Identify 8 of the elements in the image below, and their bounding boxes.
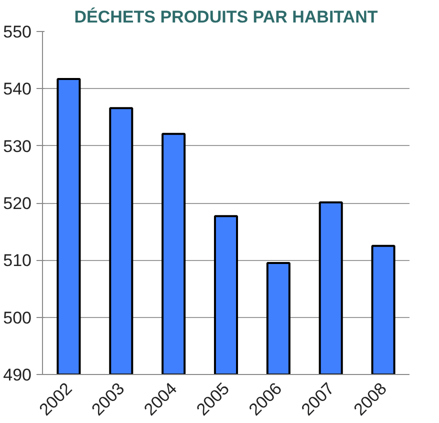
y-tick-label: 540 — [3, 80, 32, 99]
y-tick-label: 550 — [3, 22, 32, 42]
chart-title: DÉCHETS PRODUITS PAR HABITANT — [74, 6, 378, 26]
y-tick-label: 530 — [3, 136, 32, 156]
y-tick-label: 520 — [3, 194, 32, 213]
y-tick-label: 490 — [3, 366, 32, 384]
y-tick-label: 510 — [3, 251, 32, 270]
y-tick-label: 500 — [3, 308, 32, 328]
